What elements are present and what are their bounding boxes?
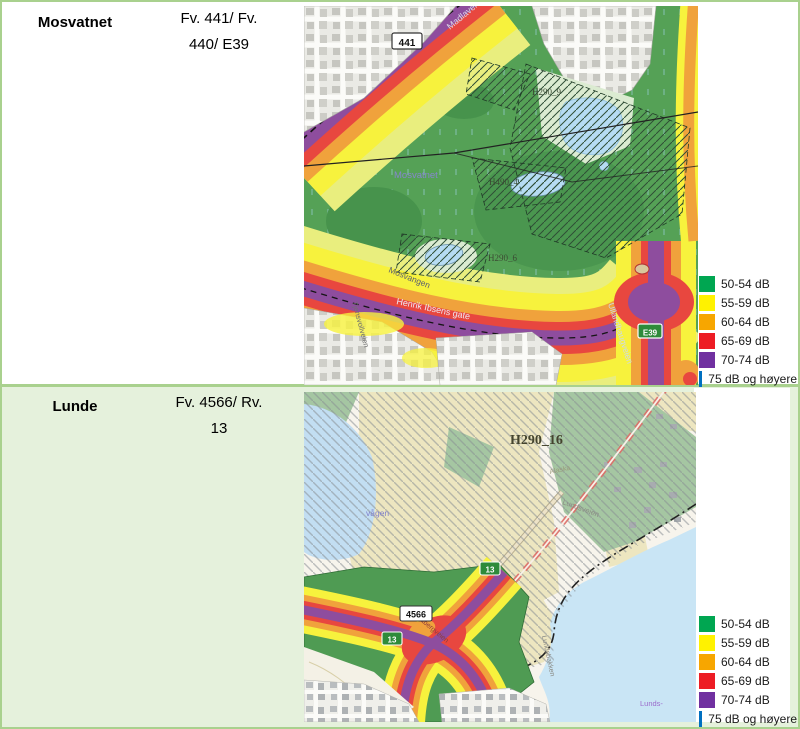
h290-9-label: H290_9 bbox=[532, 87, 561, 97]
legend-item: 65-69 dB bbox=[699, 671, 797, 690]
h290-6-label: H290_6 bbox=[488, 253, 517, 263]
h490-4-label: H490_4 bbox=[489, 177, 518, 187]
hatched-zones bbox=[395, 57, 691, 283]
legend-item: 75 dB og høyere bbox=[699, 369, 797, 388]
h290-16-label: H290_16 bbox=[510, 433, 563, 448]
route-441-sign: 441 bbox=[391, 32, 423, 50]
vagen-label: vågen bbox=[366, 508, 389, 518]
legend-item: 60-64 dB bbox=[699, 312, 797, 331]
settlements-south bbox=[304, 647, 551, 722]
svg-text:E39: E39 bbox=[643, 329, 658, 338]
legend-item: 50-54 dB bbox=[699, 614, 797, 633]
legend-swatch-55-59 bbox=[699, 634, 715, 651]
e39-sign: E39 bbox=[637, 323, 663, 339]
noise-legend-mosvatnet: 50-54 dB 55-59 dB 60-64 dB 65-69 dB 70-7… bbox=[699, 274, 797, 388]
boundary-lines bbox=[304, 111, 698, 183]
noise-legend-lunde: 50-54 dB 55-59 dB 60-64 dB 65-69 dB 70-7… bbox=[699, 614, 797, 727]
route-13-sign-2: 13 bbox=[479, 561, 501, 576]
lunds-label: Lunds- bbox=[640, 699, 663, 708]
legend-item: 65-69 dB bbox=[699, 331, 797, 350]
area-name-lunde: Lunde bbox=[52, 398, 98, 415]
legend-swatch-65-69 bbox=[699, 332, 715, 349]
mosvatnet-noise-map: 441 Madlaveien H290_9 Mosvatnet H490_4 H… bbox=[304, 6, 698, 385]
route-13-sign: 13 bbox=[381, 631, 403, 646]
roads-mosvatnet-line1: Fv. 441/ Fv. bbox=[180, 10, 258, 27]
svg-text:4566: 4566 bbox=[406, 610, 426, 620]
roads-lunde: Fv. 4566/ Rv. 13 bbox=[146, 390, 292, 442]
legend-swatch-70-74 bbox=[699, 351, 715, 368]
residential-areas-south bbox=[304, 307, 563, 385]
legend-item: 70-74 dB bbox=[699, 690, 797, 709]
legend-swatch-60-64 bbox=[699, 653, 715, 670]
legend-item: 55-59 dB bbox=[699, 293, 797, 312]
legend-item: 55-59 dB bbox=[699, 633, 797, 652]
legend-swatch-50-54 bbox=[699, 275, 715, 292]
railway-line bbox=[498, 392, 667, 599]
roads-mosvatnet: Fv. 441/ Fv. 440/ E39 bbox=[146, 6, 292, 58]
lunde-noise-map: H290_16 Alaska Lundsveien vågen Randaber… bbox=[304, 392, 696, 722]
legend-swatch-75plus bbox=[699, 370, 703, 387]
alaska-label: Alaska bbox=[549, 465, 571, 476]
legend-swatch-60-64 bbox=[699, 313, 715, 330]
legend-swatch-55-59 bbox=[699, 294, 715, 311]
mosvatnet-label: Mosvatnet bbox=[394, 170, 438, 181]
legend-item: 60-64 dB bbox=[699, 652, 797, 671]
legend-swatch-50-54 bbox=[699, 615, 715, 632]
area-name-mosvatnet: Mosvatnet bbox=[37, 14, 113, 31]
roads-mosvatnet-line2: 440/ E39 bbox=[188, 36, 250, 53]
legend-swatch-70-74 bbox=[699, 691, 715, 708]
svg-text:441: 441 bbox=[399, 38, 416, 49]
roads-lunde-line1: Fv. 4566/ Rv. bbox=[175, 394, 263, 411]
legend-swatch-75plus bbox=[699, 710, 703, 727]
legend-item: 50-54 dB bbox=[699, 274, 797, 293]
row-divider bbox=[2, 384, 798, 387]
route-4566-sign: 4566 bbox=[399, 605, 433, 622]
legend-swatch-65-69 bbox=[699, 672, 715, 689]
svg-text:13: 13 bbox=[388, 636, 397, 645]
roads-lunde-line2: 13 bbox=[210, 420, 228, 437]
svg-text:13: 13 bbox=[486, 566, 495, 575]
legend-item: 75 dB og høyere bbox=[699, 709, 797, 727]
legend-item: 70-74 dB bbox=[699, 350, 797, 369]
